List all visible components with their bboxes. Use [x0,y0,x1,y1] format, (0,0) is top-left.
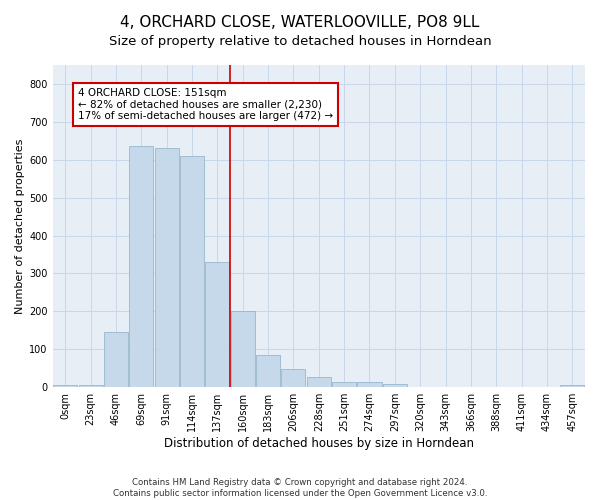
Text: 4, ORCHARD CLOSE, WATERLOOVILLE, PO8 9LL: 4, ORCHARD CLOSE, WATERLOOVILLE, PO8 9LL [121,15,479,30]
X-axis label: Distribution of detached houses by size in Horndean: Distribution of detached houses by size … [164,437,474,450]
Bar [256,355,280,387]
Text: Contains HM Land Registry data © Crown copyright and database right 2024.
Contai: Contains HM Land Registry data © Crown c… [113,478,487,498]
Bar [180,156,204,387]
Bar [383,384,407,387]
Bar [104,332,128,387]
Y-axis label: Number of detached properties: Number of detached properties [15,138,25,314]
Bar [332,382,356,387]
Bar [307,377,331,387]
Bar [53,386,77,387]
Text: 4 ORCHARD CLOSE: 151sqm
← 82% of detached houses are smaller (2,230)
17% of semi: 4 ORCHARD CLOSE: 151sqm ← 82% of detache… [78,88,333,121]
Text: Size of property relative to detached houses in Horndean: Size of property relative to detached ho… [109,35,491,48]
Bar [358,382,382,387]
Bar [230,312,255,387]
Bar [560,386,584,387]
Bar [155,148,179,387]
Bar [205,262,229,387]
Bar [281,369,305,387]
Bar [129,146,154,387]
Bar [79,386,103,387]
